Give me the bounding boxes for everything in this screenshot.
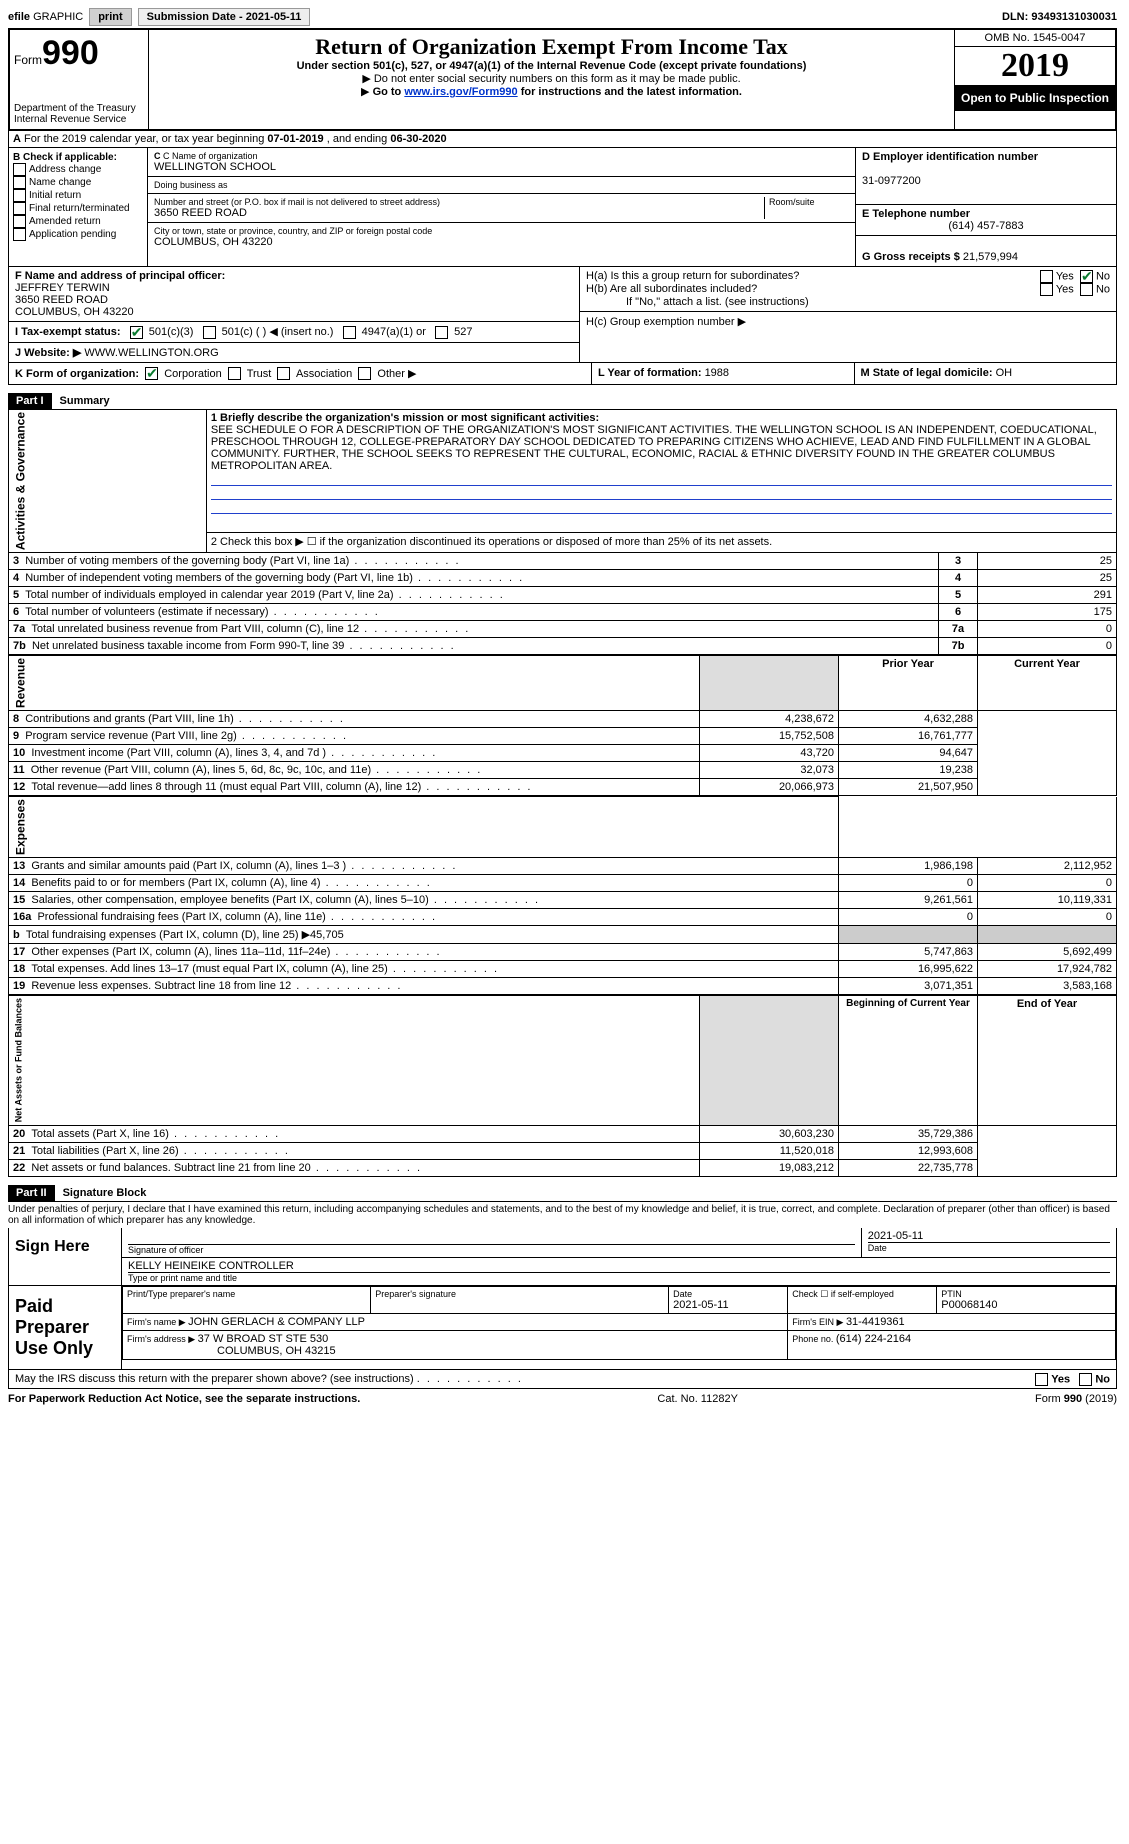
mission-text: SEE SCHEDULE O FOR A DESCRIPTION OF THE … <box>211 424 1097 472</box>
section-klm: K Form of organization: Corporation Trus… <box>8 363 1117 386</box>
header-right: OMB No. 1545-0047 2019 Open to Public In… <box>954 30 1115 129</box>
section-bcdeg: B Check if applicable: Address change Na… <box>8 148 1117 267</box>
part-i-netassets: Net Assets or Fund Balances Beginning of… <box>8 995 1117 1176</box>
omb-number: OMB No. 1545-0047 <box>955 30 1115 47</box>
firm-phone: (614) 224-2164 <box>836 1333 911 1345</box>
chk-association[interactable] <box>277 367 290 380</box>
ptin: P00068140 <box>941 1299 1111 1311</box>
box-deg: D Employer identification number 31-0977… <box>855 148 1116 266</box>
chk-4947[interactable] <box>343 326 356 339</box>
top-bar: efile GRAPHIC print Submission Date - 20… <box>8 8 1117 26</box>
goto-note: ▶ Go to www.irs.gov/Form990 for instruct… <box>157 85 946 98</box>
tax-year: 2019 <box>955 47 1115 85</box>
box-c: C C Name of organization WELLINGTON SCHO… <box>148 148 855 266</box>
state-domicile: OH <box>996 367 1013 379</box>
sign-here-section: Sign Here Signature of officer 2021-05-1… <box>8 1228 1117 1286</box>
header-left: Form990 Department of the Treasury Inter… <box>10 30 149 129</box>
box-f: F Name and address of principal officer:… <box>9 267 579 322</box>
part-i-revenue: Revenue Prior Year Current Year 8 Contri… <box>8 655 1117 796</box>
box-j: J Website: ▶ WWW.WELLINGTON.ORG <box>9 343 579 362</box>
part-i-expenses: Expenses 13 Grants and similar amounts p… <box>8 796 1117 995</box>
row-a: A For the 2019 calendar year, or tax yea… <box>8 131 1117 148</box>
year-formation: 1988 <box>705 367 729 379</box>
firm-addr2: COLUMBUS, OH 43215 <box>217 1345 336 1357</box>
street-address: 3650 REED ROAD <box>154 207 760 219</box>
org-name: WELLINGTON SCHOOL <box>154 161 849 173</box>
chk-name-change[interactable] <box>13 176 26 189</box>
chk-ha-yes[interactable] <box>1040 270 1053 283</box>
header-center: Return of Organization Exempt From Incom… <box>149 30 954 129</box>
ein: 31-0977200 <box>862 175 921 187</box>
chk-hb-no[interactable] <box>1080 283 1093 296</box>
chk-trust[interactable] <box>228 367 241 380</box>
chk-501c3[interactable] <box>130 326 143 339</box>
website: WWW.WELLINGTON.ORG <box>81 347 218 359</box>
open-to-public: Open to Public Inspection <box>955 85 1115 111</box>
form-title: Return of Organization Exempt From Incom… <box>157 34 946 60</box>
box-b: B Check if applicable: Address change Na… <box>9 148 148 266</box>
chk-527[interactable] <box>435 326 448 339</box>
page-footer: For Paperwork Reduction Act Notice, see … <box>8 1393 1117 1405</box>
efile-label: efile GRAPHIC <box>8 11 83 23</box>
dept-treasury: Department of the Treasury Internal Reve… <box>14 103 144 125</box>
part-i-header: Part ISummary <box>8 385 1117 409</box>
chk-amended-return[interactable] <box>13 215 26 228</box>
part-i-summary: Activities & Governance 1 Briefly descri… <box>8 409 1117 655</box>
dln: DLN: 93493131030031 <box>1002 11 1117 23</box>
officer-name: JEFFREY TERWIN <box>15 282 110 294</box>
chk-corporation[interactable] <box>145 367 158 380</box>
ssn-note: Do not enter social security numbers on … <box>157 72 946 85</box>
officer-print-name: KELLY HEINEIKE CONTROLLER <box>128 1260 1110 1272</box>
chk-discuss-yes[interactable] <box>1035 1373 1048 1386</box>
sig-date: 2021-05-11 <box>868 1230 1110 1242</box>
city-state-zip: COLUMBUS, OH 43220 <box>154 236 849 248</box>
print-button[interactable]: print <box>89 8 131 26</box>
submission-date: Submission Date - 2021-05-11 <box>138 8 311 26</box>
side-net-assets: Net Assets or Fund Balances <box>9 996 700 1125</box>
firm-addr1: 37 W BROAD ST STE 530 <box>198 1333 329 1345</box>
phone: (614) 457-7883 <box>862 220 1110 232</box>
gross-receipts: 21,579,994 <box>963 251 1018 263</box>
chk-address-change[interactable] <box>13 163 26 176</box>
box-i: I Tax-exempt status: 501(c)(3) 501(c) ( … <box>9 322 579 343</box>
form-subtitle: Under section 501(c), 527, or 4947(a)(1)… <box>157 60 946 72</box>
part-ii-header: Part IISignature Block <box>8 1177 1117 1201</box>
chk-discuss-no[interactable] <box>1079 1373 1092 1386</box>
prep-date: 2021-05-11 <box>673 1299 783 1311</box>
chk-501c[interactable] <box>203 326 216 339</box>
penalties-text: Under penalties of perjury, I declare th… <box>8 1201 1117 1228</box>
side-activities-governance: Activities & Governance <box>9 410 207 553</box>
chk-other[interactable] <box>358 367 371 380</box>
firm-name: JOHN GERLACH & COMPANY LLP <box>188 1316 365 1328</box>
irs-link[interactable]: www.irs.gov/Form990 <box>404 86 517 98</box>
chk-ha-no[interactable] <box>1080 270 1093 283</box>
chk-initial-return[interactable] <box>13 189 26 202</box>
form-header: Form990 Department of the Treasury Inter… <box>8 28 1117 131</box>
side-revenue: Revenue <box>9 656 700 711</box>
side-expenses: Expenses <box>9 797 839 858</box>
box-h: H(a) Is this a group return for subordin… <box>580 267 1116 362</box>
section-fhij: F Name and address of principal officer:… <box>8 267 1117 363</box>
firm-ein: 31-4419361 <box>846 1316 905 1328</box>
chk-final-return[interactable] <box>13 202 26 215</box>
paid-preparer-section: Paid Preparer Use Only Print/Type prepar… <box>8 1286 1117 1370</box>
chk-hb-yes[interactable] <box>1040 283 1053 296</box>
may-discuss: May the IRS discuss this return with the… <box>8 1370 1117 1389</box>
chk-application-pending[interactable] <box>13 228 26 241</box>
